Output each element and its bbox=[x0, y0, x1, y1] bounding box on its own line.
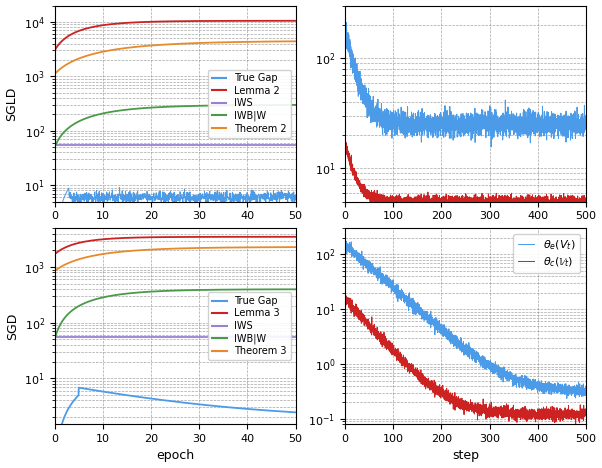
$\theta_c(\mathbb{V}_t)$ bbox=[572, 421, 579, 426]
Y-axis label: SGLD: SGLD bbox=[5, 87, 19, 121]
$\theta_c(\mathbb{V}_t)$ bbox=[341, 293, 349, 299]
$\theta_c(\mathbb{V}_t)$ bbox=[341, 300, 349, 306]
$\theta_e(V_t)$ bbox=[578, 388, 585, 393]
$\theta_c(\mathbb{V}_t)$ bbox=[383, 340, 391, 346]
$\theta_c(\mathbb{V}_t)$ bbox=[444, 393, 452, 399]
Line: $\theta_e(V_t)$: $\theta_e(V_t)$ bbox=[345, 239, 586, 398]
$\theta_c(\mathbb{V}_t)$ bbox=[369, 329, 376, 335]
$\theta_e(V_t)$ bbox=[383, 280, 391, 286]
$\theta_c(\mathbb{V}_t)$ bbox=[582, 407, 589, 412]
$\theta_c(\mathbb{V}_t)$ bbox=[551, 411, 559, 417]
$\theta_e(V_t)$ bbox=[551, 386, 559, 391]
$\theta_e(V_t)$ bbox=[582, 390, 589, 395]
Y-axis label: SGD: SGD bbox=[6, 313, 19, 340]
X-axis label: epoch: epoch bbox=[156, 449, 194, 462]
$\theta_c(\mathbb{V}_t)$ bbox=[434, 388, 441, 394]
$\theta_e(V_t)$ bbox=[369, 265, 376, 271]
$\theta_e(V_t)$ bbox=[444, 336, 452, 342]
Legend: $\theta_e(V_t)$, $\theta_c(\mathbb{V}_t)$: $\theta_e(V_t)$, $\theta_c(\mathbb{V}_t)… bbox=[514, 234, 580, 273]
X-axis label: step: step bbox=[452, 449, 479, 462]
$\theta_e(V_t)$ bbox=[341, 244, 349, 250]
$\theta_e(V_t)$ bbox=[434, 325, 441, 331]
Legend: True Gap, Lemma 3, IWS, IWB|W, Theorem 3: True Gap, Lemma 3, IWS, IWB|W, Theorem 3 bbox=[208, 292, 291, 360]
Line: $\theta_c(\mathbb{V}_t)$: $\theta_c(\mathbb{V}_t)$ bbox=[345, 296, 586, 424]
$\theta_c(\mathbb{V}_t)$ bbox=[578, 409, 585, 415]
$\theta_e(V_t)$ bbox=[563, 395, 571, 401]
$\theta_e(V_t)$ bbox=[342, 236, 349, 242]
Legend: True Gap, Lemma 2, IWS, IWB|W, Theorem 2: True Gap, Lemma 2, IWS, IWB|W, Theorem 2 bbox=[208, 70, 291, 138]
